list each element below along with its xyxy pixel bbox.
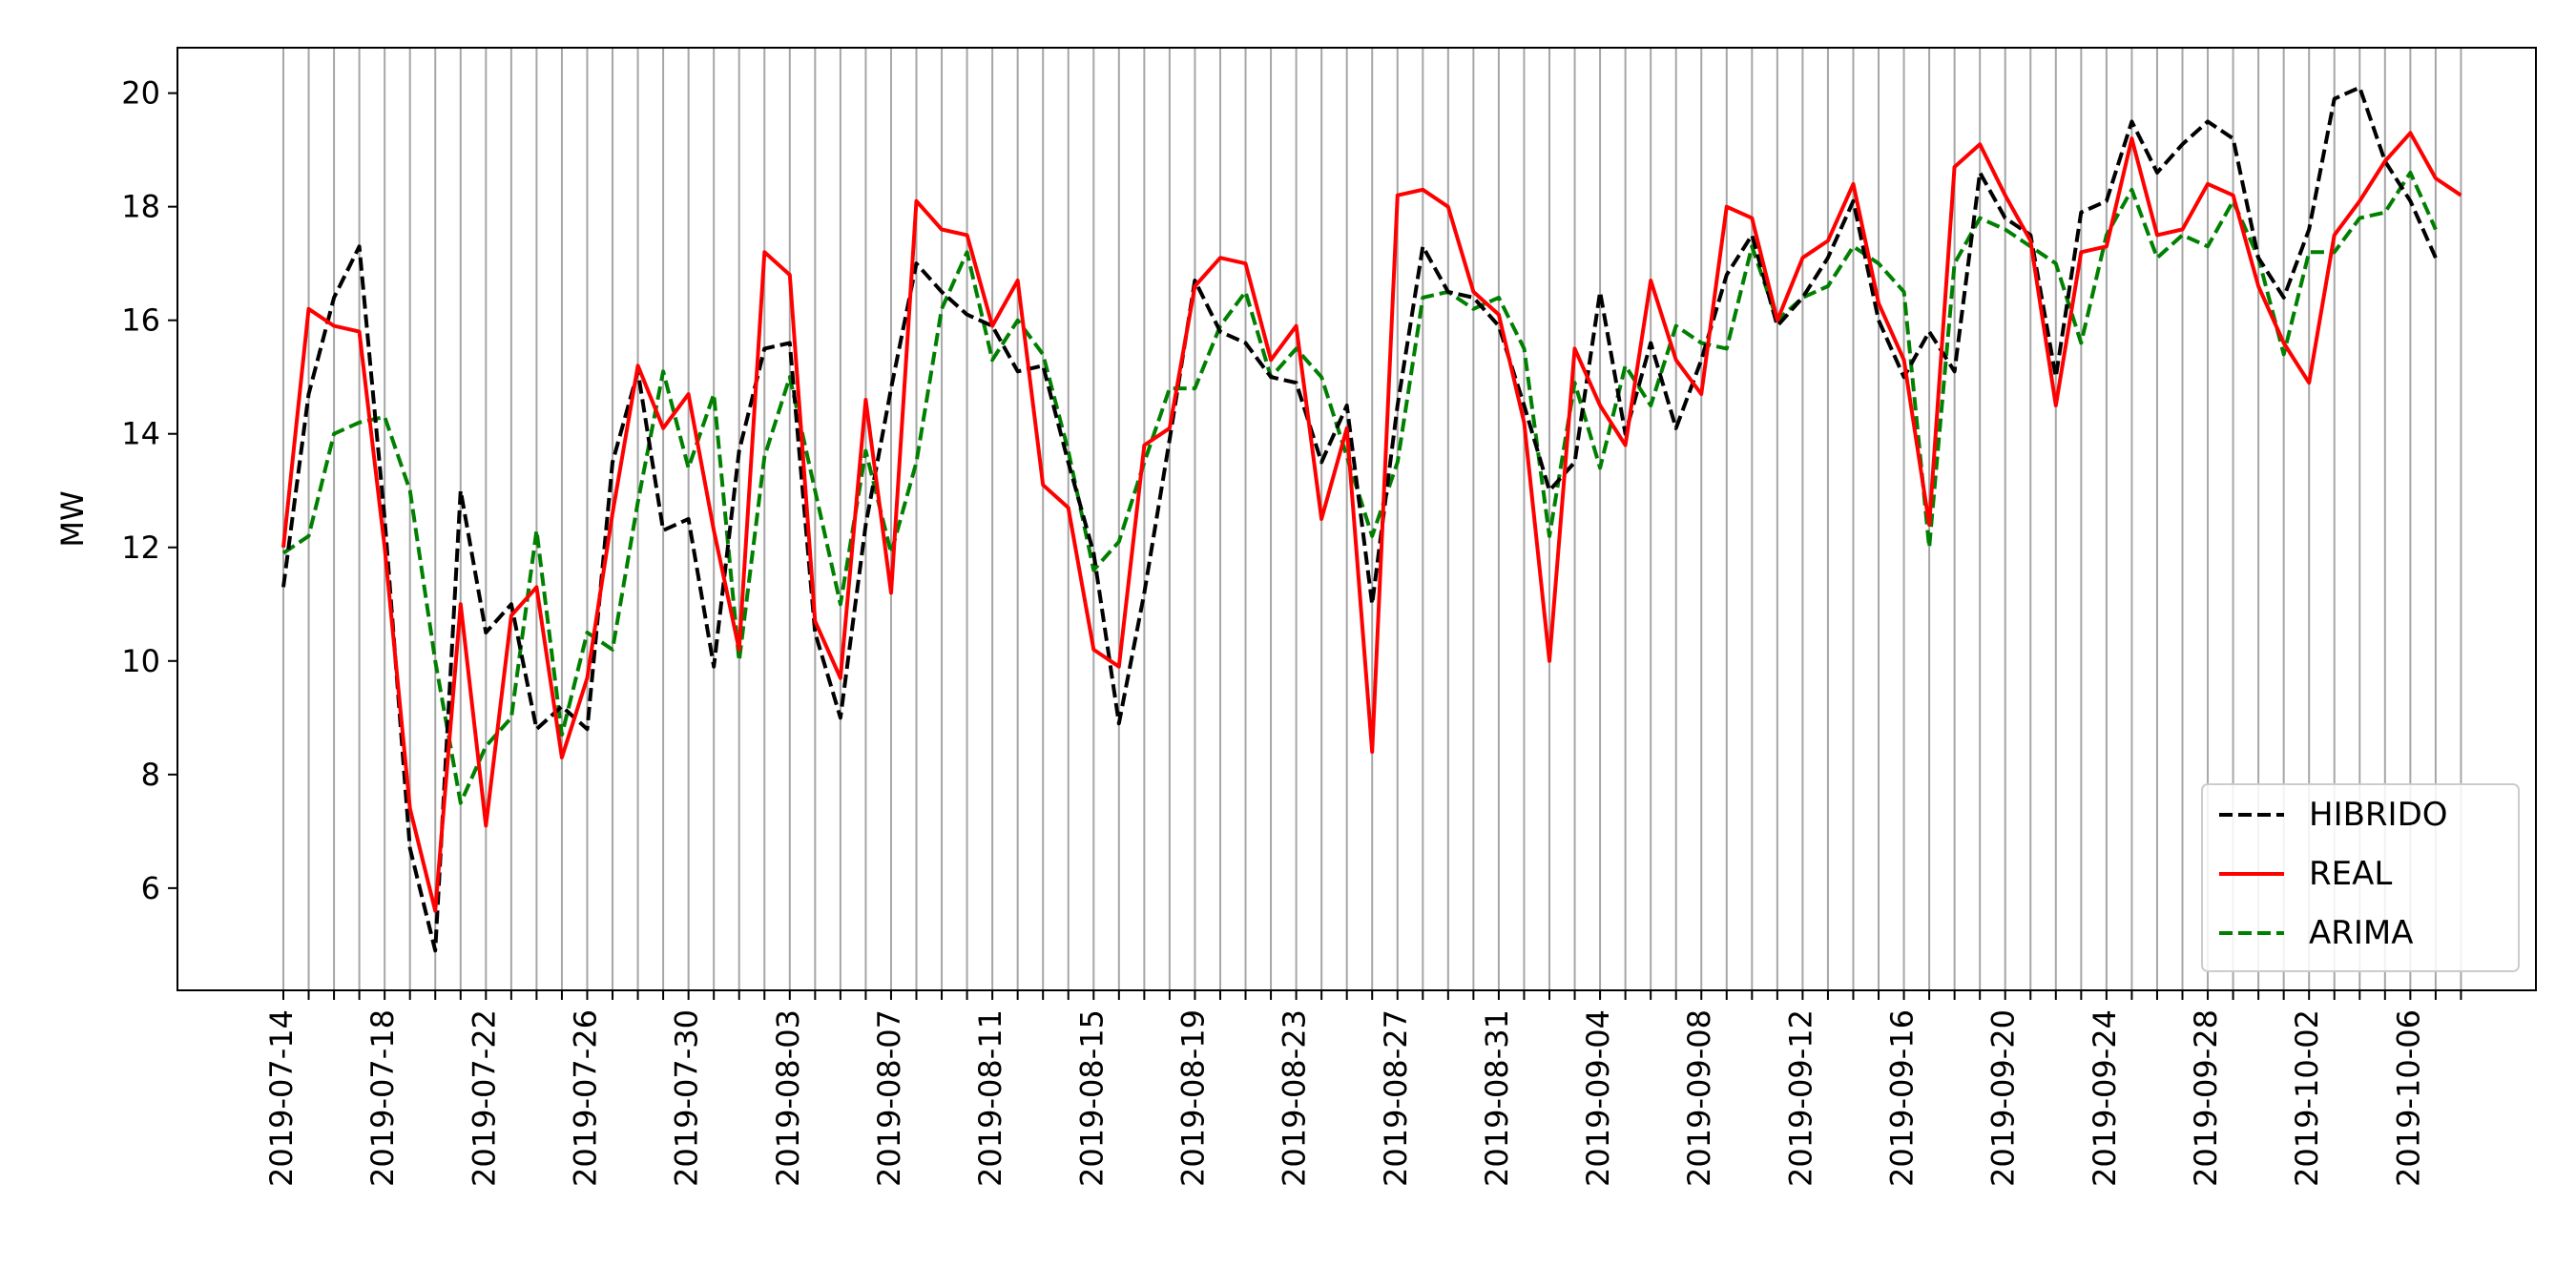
y-tick-label: 14 <box>121 416 160 452</box>
y-tick-label: 6 <box>141 870 160 906</box>
vertical-gridlines <box>282 48 2462 990</box>
x-tick-label: 2019-08-23 <box>1277 1009 1313 1187</box>
x-tick-label: 2019-07-30 <box>669 1009 705 1187</box>
x-tick-label: 2019-08-27 <box>1378 1009 1414 1187</box>
legend-label: REAL <box>2309 855 2392 893</box>
legend-label: HIBRIDO <box>2309 796 2448 834</box>
legend: HIBRIDO REAL ARIMA <box>2201 783 2520 972</box>
y-tick-label: 8 <box>141 757 160 793</box>
x-tick-label: 2019-09-28 <box>2188 1009 2224 1187</box>
x-tick-label: 2019-08-19 <box>1174 1009 1211 1187</box>
series-line-real <box>281 131 2462 913</box>
x-tick-label: 2019-07-14 <box>263 1009 300 1187</box>
x-tick-label: 2019-09-16 <box>1884 1009 1921 1187</box>
y-axis-label: MW <box>54 490 91 547</box>
x-tick-label: 2019-10-02 <box>2289 1009 2325 1187</box>
x-tick-label: 2019-08-07 <box>871 1009 907 1187</box>
x-tick-label: 2019-07-18 <box>364 1009 401 1187</box>
y-tick-label: 20 <box>121 75 160 112</box>
x-tick-label: 2019-09-20 <box>1985 1009 2022 1187</box>
x-tick-label: 2019-09-04 <box>1580 1009 1616 1187</box>
x-tick-label: 2019-10-06 <box>2390 1009 2426 1187</box>
y-tick-label: 10 <box>121 643 160 679</box>
plot-area-frame <box>177 47 2537 991</box>
x-tick-label: 2019-09-12 <box>1782 1009 1818 1187</box>
x-axis: 2019-07-14 2019-07-18 2019-07-22 2019-07-26… <box>263 990 2462 1187</box>
x-tick-label: 2019-09-24 <box>2087 1009 2123 1187</box>
x-tick-label: 2019-09-08 <box>1681 1009 1717 1187</box>
x-tick-label: 2019-08-11 <box>972 1009 1008 1187</box>
y-tick-label: 12 <box>121 530 160 566</box>
x-tick-label: 2019-08-15 <box>1073 1009 1110 1187</box>
x-tick-label: 2019-08-03 <box>770 1009 806 1187</box>
x-tick-label: 2019-07-26 <box>567 1009 603 1187</box>
series-line-hibrido <box>281 85 2438 953</box>
y-axis: 6 8 10 12 14 16 18 20 <box>121 75 177 906</box>
x-tick-label: 2019-08-31 <box>1479 1009 1515 1187</box>
legend-label: ARIMA <box>2309 914 2414 952</box>
series-layer <box>281 85 2462 953</box>
legend-box <box>2201 783 2520 972</box>
x-tick-label: 2019-07-22 <box>466 1009 502 1187</box>
y-tick-label: 18 <box>121 189 160 225</box>
y-tick-label: 16 <box>121 302 160 339</box>
